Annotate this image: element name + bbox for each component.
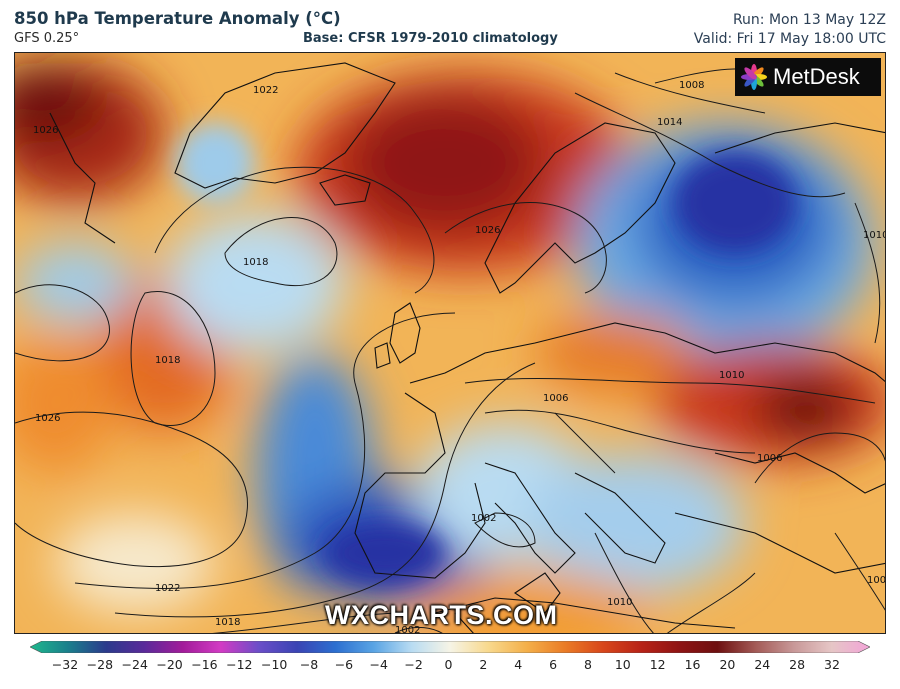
colorbar-tick-label: −4: [369, 657, 388, 672]
metdesk-flower-icon: [741, 64, 767, 90]
colorbar-tick-label: −24: [121, 657, 148, 672]
coastlines: [49, 62, 885, 633]
valid-time-label: Valid: Fri 17 May 18:00 UTC: [693, 31, 886, 47]
isobar-label: 1026: [35, 413, 60, 424]
isobar-label: 1002: [471, 513, 496, 524]
colorbar-tick-label: 0: [444, 657, 453, 672]
isobar-label: 1026: [33, 125, 58, 136]
isobar-label: 1008: [679, 80, 704, 91]
isobar-label: 1026: [475, 225, 500, 236]
isobar-label: 1010: [607, 597, 632, 608]
colorbar-tick-label: −8: [299, 657, 319, 672]
colorbar-tick-label: 24: [754, 657, 771, 672]
isobar-label: 1002: [395, 625, 420, 634]
isobar-label: 1018: [155, 355, 180, 366]
colorbar-tick-label: 2: [479, 657, 488, 672]
anomaly-map: 1026 1022 1008 1014 1018 1026 1018 1026 …: [14, 52, 886, 634]
isobar-label: 1006: [757, 453, 782, 464]
colorbar-tick-label: −16: [191, 657, 218, 672]
isobar-label: 1018: [215, 617, 240, 628]
chart-title: 850 hPa Temperature Anomaly (°C): [14, 9, 341, 28]
colorbar-ticks: −32 −28 −24 −20 −16 −12 −10 −8 −6 −4 −2 0 2 4 6 8 10 12 16…: [0, 657, 900, 675]
isobar-label: 1010: [863, 230, 886, 241]
isobar-label: 1018: [243, 257, 268, 268]
isobar-label: 1002: [867, 575, 886, 586]
colorbar-tick-label: −6: [334, 657, 354, 672]
isobar-labels: 1026 1022 1008 1014 1018 1026 1018 1026 …: [33, 80, 886, 634]
isobar-label: 1022: [253, 85, 278, 96]
isobar-label: 1010: [719, 370, 744, 381]
colorbar-tick-label: 8: [583, 657, 592, 672]
colorbar-tick-label: −10: [260, 657, 288, 672]
colorbar-tick-label: 6: [549, 657, 558, 672]
metdesk-logo-text: MetDesk: [773, 64, 860, 89]
model-label: GFS 0.25°: [14, 31, 80, 46]
colorbar-tick-label: 20: [719, 657, 736, 672]
colorbar-tick-label: −20: [156, 657, 183, 672]
colorbar-tick-label: 12: [649, 657, 666, 672]
colorbar-tick-label: −2: [404, 657, 423, 672]
metdesk-logo: MetDesk: [735, 58, 881, 96]
colorbar-tick-label: −28: [86, 657, 114, 672]
run-time-label: Run: Mon 13 May 12Z: [732, 12, 886, 28]
isobar-label: 1006: [543, 393, 568, 404]
colorbar-tick-label: 10: [614, 657, 631, 672]
isobar-label: 1022: [155, 583, 180, 594]
colorbar-bar: [30, 641, 870, 653]
colorbar-tick-label: 28: [789, 657, 806, 672]
colorbar-tick-label: 32: [824, 657, 840, 672]
colorbar-tick-label: −32: [51, 657, 79, 672]
isobar-label: 1014: [657, 117, 682, 128]
colorbar-tick-label: 16: [684, 657, 701, 672]
wxcharts-watermark: WXCHARTS.COM: [325, 600, 558, 630]
colorbar: [30, 641, 870, 653]
isobars: [15, 68, 885, 633]
map-canvas: 1026 1022 1008 1014 1018 1026 1018 1026 …: [15, 53, 886, 634]
colorbar-tick-label: 4: [514, 657, 523, 672]
climatology-base-label: Base: CFSR 1979-2010 climatology: [303, 31, 558, 46]
colorbar-tick-label: −12: [226, 657, 253, 672]
